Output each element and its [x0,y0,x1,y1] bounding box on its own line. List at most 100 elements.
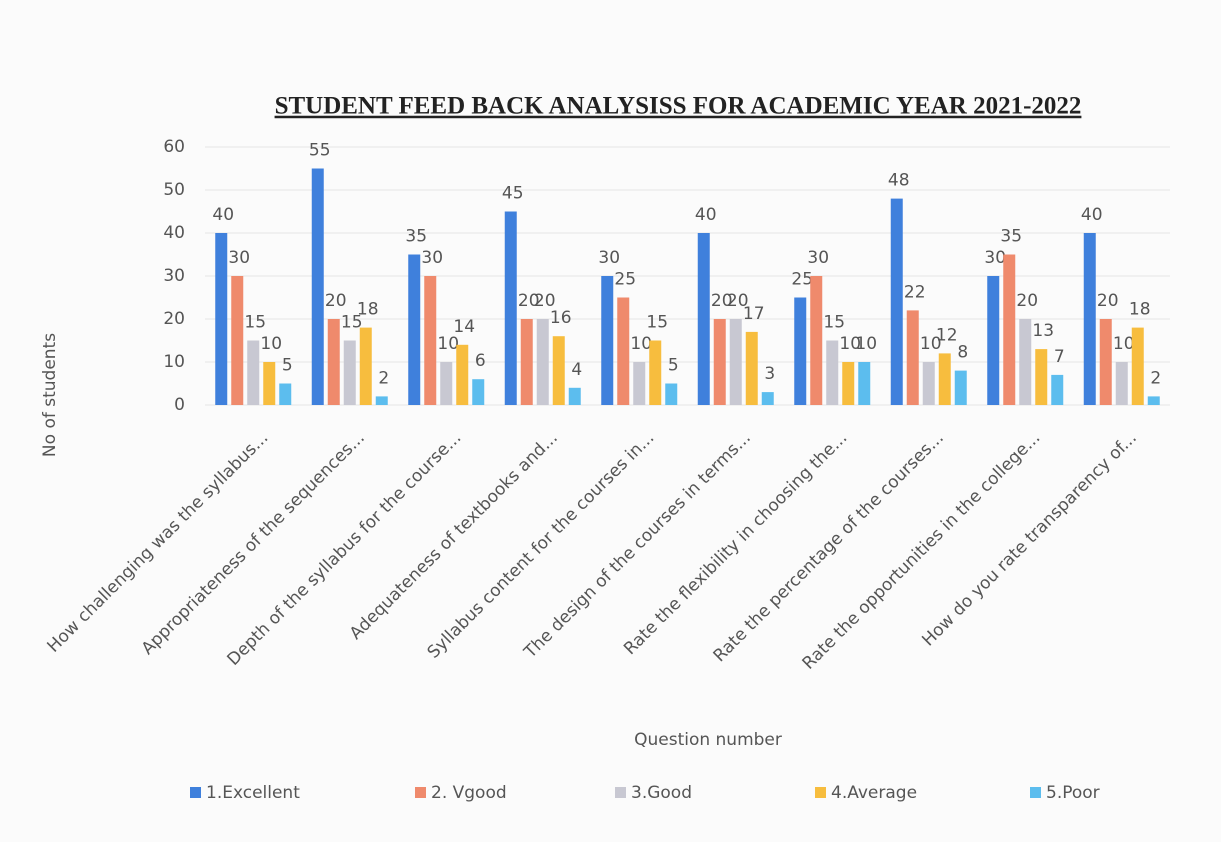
legend-label: 1.Excellent [206,783,300,803]
bar [890,198,903,405]
data-label: 15 [646,313,668,333]
data-label: 22 [904,282,926,302]
y-tick-label: 0 [174,395,185,415]
data-label: 20 [518,291,540,311]
y-axis-label: No of students [40,333,60,457]
bar [536,319,549,405]
bar [568,387,581,405]
bar [1083,233,1096,405]
data-label: 2 [1150,368,1161,388]
legend-label: 5.Poor [1046,783,1100,803]
data-label: 8 [957,343,968,363]
bar [922,362,935,405]
data-label: 10 [260,334,282,354]
bar [665,383,678,405]
bar [842,362,855,405]
bar [761,392,774,405]
bar [327,319,340,405]
bar [649,340,662,405]
bar [601,276,614,405]
data-label: 10 [839,334,861,354]
data-label: 17 [743,304,765,324]
bar [1131,327,1144,405]
bar [279,383,292,405]
bar [520,319,533,405]
legend-label: 2. Vgood [431,783,507,803]
bar [1099,319,1112,405]
data-label: 30 [984,248,1006,268]
data-label: 30 [598,248,620,268]
data-label: 15 [341,313,363,333]
bar [729,319,742,405]
data-label: 20 [534,291,556,311]
bar [456,344,469,405]
bar [713,319,726,405]
legend-label: 3.Good [631,783,692,803]
data-label: 2 [378,368,389,388]
data-label: 20 [727,291,749,311]
bar [987,276,1000,405]
bar [504,211,517,405]
legend-swatch [190,787,201,798]
x-tick-label: Rate the flexibility in choosing the... [620,428,851,659]
data-label: 10 [437,334,459,354]
data-label: 10 [630,334,652,354]
legend-swatch [415,787,426,798]
bar [231,276,244,405]
y-tick-label: 10 [163,352,185,372]
y-tick-label: 40 [163,223,185,243]
data-label: 13 [1032,321,1054,341]
bar [1019,319,1032,405]
data-label: 18 [357,300,379,320]
data-label: 35 [405,227,427,247]
data-label: 10 [1113,334,1135,354]
legend-swatch [1030,787,1041,798]
data-label: 20 [1097,291,1119,311]
y-tick-label: 20 [163,309,185,329]
bar [1115,362,1128,405]
bar [472,379,485,405]
bar [1051,374,1064,405]
bar [552,336,565,405]
y-tick-label: 30 [163,266,185,286]
x-tick-label: How do you rate transparency of... [918,428,1140,650]
x-tick-label: Appropriateness of the sequences... [138,428,369,659]
bar [810,276,823,405]
bar [906,310,919,405]
data-label: 6 [475,351,486,371]
chart-title: STUDENT FEED BACK ANALYSISS FOR ACADEMIC… [275,93,1082,120]
data-label: 30 [228,248,250,268]
bar [375,396,388,405]
bar [343,340,356,405]
bar [359,327,372,405]
bar [1003,254,1016,405]
bar [311,168,324,405]
data-label: 10 [920,334,942,354]
bar [858,362,871,405]
data-label: 40 [1081,205,1103,225]
bar [1147,396,1160,405]
data-label: 55 [309,141,331,161]
data-label: 5 [668,356,679,376]
data-label: 20 [711,291,733,311]
x-tick-label: How challenging was the syllabus... [44,428,273,657]
bar [424,276,437,405]
y-tick-label: 50 [163,180,185,200]
data-label: 12 [936,325,958,345]
data-label: 3 [764,364,775,384]
bar [263,362,276,405]
data-label: 20 [1016,291,1038,311]
data-label: 5 [282,356,293,376]
bar [440,362,453,405]
x-axis-label: Question number [634,730,782,750]
data-label: 16 [550,308,572,328]
data-label: 10 [855,334,877,354]
bar [745,331,758,405]
data-label: 40 [212,205,234,225]
x-tick-label: Adequateness of textbooks and... [346,428,562,644]
legend-label: 4.Average [831,783,917,803]
data-label: 18 [1129,300,1151,320]
data-label: 35 [1000,227,1022,247]
bar [1035,349,1048,405]
